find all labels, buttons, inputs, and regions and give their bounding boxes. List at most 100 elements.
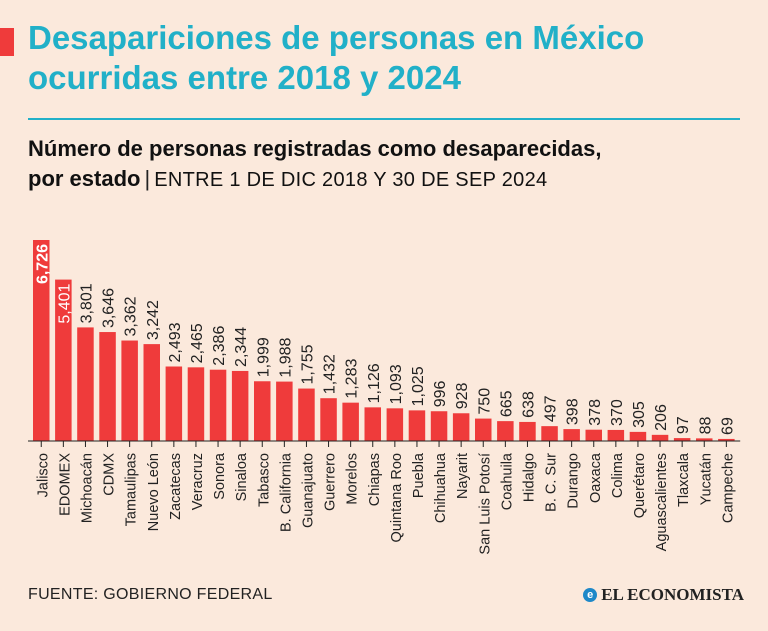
category-label-chiapas: Chiapas (367, 453, 383, 506)
value-label-colima: 370 (609, 399, 626, 426)
value-label-morelos: 1,283 (344, 359, 361, 399)
category-label-edomex: EDOMEX (57, 453, 73, 516)
category-label-nayarit: Nayarit (455, 453, 471, 499)
value-label-tlaxcala: 97 (675, 416, 692, 434)
value-label-nuevo-leon: 3,242 (145, 300, 162, 340)
bar-cdmx (99, 332, 116, 441)
bar-nayarit (452, 413, 470, 441)
category-label-yucatan: Yucatán (698, 453, 714, 505)
value-label-tamaulipas: 3,362 (123, 296, 140, 336)
bar-colima (607, 429, 625, 441)
category-label-san-luis-potosi: San Luis Potosí (477, 453, 493, 555)
brand-name: EL ECONOMISTA (601, 585, 744, 604)
value-label-san-luis-potosi: 750 (476, 388, 493, 415)
bar-sonora (209, 369, 227, 441)
bar-quintana-roo (386, 408, 404, 441)
title-rule (28, 118, 740, 120)
bar-michoacan (77, 327, 94, 441)
category-label-b-c-sur: B. C. Sur (544, 453, 560, 512)
category-label-sonora: Sonora (212, 452, 228, 500)
chart-subtitle: Número de personas registradas como desa… (28, 134, 748, 195)
category-label-veracruz: Veracruz (190, 453, 206, 510)
category-label-oaxaca: Oaxaca (588, 452, 604, 503)
value-label-quintana-roo: 1,093 (388, 364, 405, 404)
brand-e-icon: e (583, 588, 598, 602)
bar-b-california (276, 381, 293, 441)
category-label-michoacan: Michoacán (79, 453, 95, 523)
bar-oaxaca (585, 429, 602, 441)
value-label-yucatan: 88 (697, 416, 714, 434)
bar-queretaro (629, 431, 647, 441)
bar-b-c-sur (541, 426, 558, 441)
value-label-cdmx: 3,646 (101, 288, 118, 328)
value-label-tabasco: 1,999 (255, 337, 272, 377)
bars-group (33, 240, 735, 441)
category-label-tlaxcala: Tlaxcala (676, 452, 692, 507)
category-label-quintana-roo: Quintana Roo (389, 453, 405, 542)
value-label-queretaro: 305 (631, 401, 648, 428)
category-label-aguascalientes: Aguascalientes (654, 453, 670, 551)
chart-title: Desapariciones de personas en México ocu… (28, 18, 748, 98)
bar-chihuahua (430, 411, 448, 441)
value-label-aguascalientes: 206 (653, 404, 670, 431)
value-label-b-california: 1,988 (277, 337, 294, 377)
bar-jalisco (33, 240, 50, 441)
category-label-morelos: Morelos (345, 453, 361, 505)
bar-zacatecas (165, 366, 183, 441)
value-labels: 6,726 5,401 3,801 3,646 3,362 3,242 2,493 2,465… (34, 244, 736, 435)
bar-tamaulipas (121, 340, 138, 441)
bar-edomex (55, 279, 72, 441)
value-label-sonora: 2,386 (211, 326, 228, 366)
value-label-hidalgo: 638 (520, 391, 537, 418)
value-label-zacatecas: 2,493 (167, 322, 184, 362)
category-label-b-california: B. California (278, 452, 294, 532)
bar-tlaxcala (673, 438, 691, 441)
value-label-coahuila: 665 (498, 390, 515, 417)
bar-puebla (408, 410, 426, 441)
title-line-2: ocurridas entre 2018 y 2024 (28, 59, 461, 96)
category-label-coahuila: Coahuila (499, 452, 515, 510)
category-label-tamaulipas: Tamaulipas (124, 453, 140, 526)
subtitle-by-state: por estado (28, 166, 141, 191)
subtitle-line-1: Número de personas registradas como desa… (28, 136, 602, 161)
brand-logo: e EL ECONOMISTA (583, 585, 744, 605)
subtitle-period: ENTRE 1 DE DIC 2018 Y 30 DE SEP 2024 (154, 169, 548, 191)
category-label-puebla: Puebla (411, 452, 427, 498)
value-label-sinaloa: 2,344 (233, 327, 250, 367)
value-label-b-c-sur: 497 (543, 395, 560, 422)
bar-san-luis-potosi (475, 418, 492, 441)
category-ticks (40, 441, 727, 447)
value-label-campeche: 69 (719, 417, 736, 435)
category-label-chihuahua: Chihuahua (433, 452, 449, 523)
category-label-zacatecas: Zacatecas (168, 453, 184, 520)
bar-aguascalientes (651, 434, 669, 441)
value-label-veracruz: 2,465 (189, 323, 206, 363)
category-label-colima: Colima (610, 452, 626, 498)
value-label-michoacan: 3,801 (78, 283, 95, 323)
bar-campeche (718, 438, 735, 441)
category-labels: Jalisco EDOMEX Michoacán CDMX Tamaulipas Nuev… (35, 452, 736, 555)
value-label-chihuahua: 996 (432, 380, 449, 407)
value-label-jalisco: 6,726 (34, 244, 51, 284)
bar-sinaloa (231, 370, 249, 441)
category-label-hidalgo: Hidalgo (521, 453, 537, 502)
bar-coahuila (497, 421, 514, 441)
value-label-puebla: 1,025 (410, 366, 427, 406)
title-line-1: Desapariciones de personas en México (28, 19, 645, 56)
bar-hidalgo (519, 421, 536, 441)
category-label-campeche: Campeche (720, 453, 736, 523)
category-label-durango: Durango (566, 453, 582, 509)
bar-morelos (342, 402, 359, 441)
category-label-sinaloa: Sinaloa (234, 452, 250, 501)
category-label-jalisco: Jalisco (35, 453, 51, 497)
category-label-queretaro: Querétaro (632, 453, 648, 518)
accent-bar (0, 28, 14, 56)
value-label-edomex: 5,401 (56, 284, 73, 324)
category-label-guerrero: Guerrero (323, 453, 339, 511)
bar-yucatan (696, 438, 713, 441)
subtitle-separator: | (144, 166, 151, 191)
bar-chiapas (364, 407, 381, 441)
source-note: FUENTE: GOBIERNO FEDERAL (28, 586, 273, 603)
bar-guerrero (320, 398, 337, 441)
